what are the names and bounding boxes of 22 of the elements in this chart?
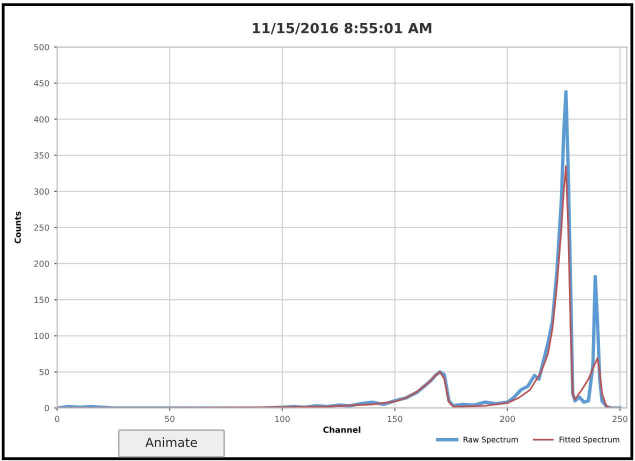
x-axis-title: Channel [323,426,360,433]
y-tick-label: 100 [34,332,49,340]
text: Animate [145,437,197,448]
x-tick-label: 200 [500,416,515,422]
x-tick-label: 0 [55,416,60,422]
y-tick-label: 250 [34,224,49,231]
line-series [57,165,621,408]
y-tick-label: 200 [34,260,49,267]
y-tick-label: 400 [34,116,49,122]
y-tick-label: 350 [34,152,49,159]
y-tick-label: 300 [34,188,49,195]
y-tick-label: 50 [40,368,49,376]
x-tick-label: 250 [612,416,628,422]
y-axis-title: Counts [14,212,21,244]
x-tick-label: 100 [275,416,290,422]
y-tick-label: 500 [34,44,49,50]
x-tick-label: 150 [388,416,402,422]
chart-title: 11/15/2016 8:55:01 AM [252,22,432,34]
y-tick-label: 0 [44,404,49,412]
y-tick-label: 150 [34,296,49,303]
x-tick-label: 50 [165,416,174,422]
y-tick-label: 450 [34,80,49,86]
